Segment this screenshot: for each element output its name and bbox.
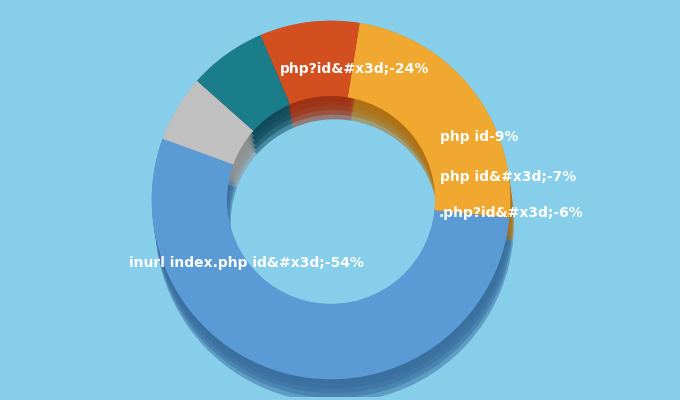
Wedge shape [198, 40, 291, 136]
Wedge shape [264, 44, 363, 128]
Wedge shape [163, 81, 253, 164]
Text: .php?id&#x3d;-6%: .php?id&#x3d;-6% [439, 206, 583, 220]
Wedge shape [197, 35, 290, 131]
Wedge shape [352, 46, 514, 241]
Wedge shape [349, 32, 512, 227]
Wedge shape [154, 153, 511, 393]
Wedge shape [200, 54, 293, 150]
Wedge shape [163, 81, 253, 164]
Wedge shape [262, 30, 361, 114]
Wedge shape [260, 21, 360, 104]
Text: php?id&#x3d;-24%: php?id&#x3d;-24% [279, 62, 429, 76]
Wedge shape [262, 35, 362, 118]
Wedge shape [347, 23, 510, 218]
Wedge shape [347, 23, 510, 218]
Wedge shape [163, 86, 254, 169]
Wedge shape [152, 139, 509, 379]
Wedge shape [152, 139, 509, 379]
Wedge shape [165, 95, 256, 178]
Text: php id&#x3d;-7%: php id&#x3d;-7% [441, 170, 577, 184]
Wedge shape [197, 35, 290, 131]
Wedge shape [155, 162, 513, 400]
Wedge shape [154, 157, 512, 398]
Wedge shape [152, 143, 510, 384]
Wedge shape [261, 25, 360, 109]
Text: inurl index.php id&#x3d;-54%: inurl index.php id&#x3d;-54% [129, 256, 364, 270]
Wedge shape [199, 44, 292, 140]
Text: php id-9%: php id-9% [441, 130, 519, 144]
Wedge shape [201, 58, 294, 154]
Wedge shape [199, 49, 292, 145]
Wedge shape [350, 42, 513, 236]
Wedge shape [260, 21, 360, 104]
Wedge shape [164, 90, 255, 174]
Wedge shape [153, 148, 511, 389]
Wedge shape [166, 104, 257, 188]
Wedge shape [165, 100, 256, 183]
Wedge shape [263, 39, 362, 123]
Wedge shape [348, 28, 511, 222]
Wedge shape [350, 37, 513, 232]
